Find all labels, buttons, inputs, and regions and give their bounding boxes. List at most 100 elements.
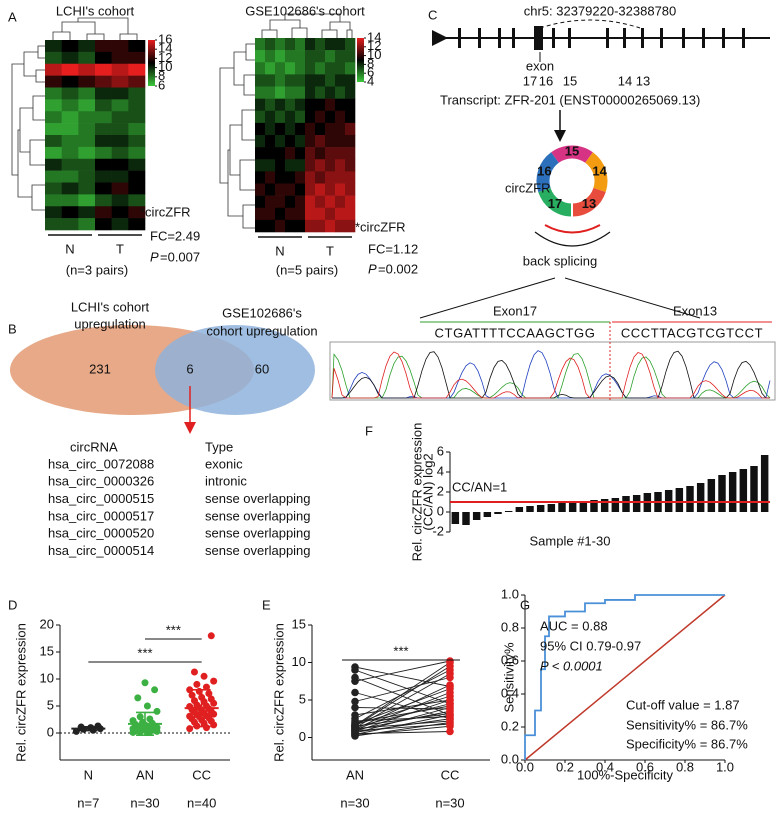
heatmap-cell <box>345 147 356 160</box>
trace-box <box>329 341 776 401</box>
heatmap-cell <box>305 62 316 75</box>
heatmap-cell <box>61 51 79 65</box>
heatmap-cell <box>128 158 146 171</box>
heatmap-cell <box>315 62 326 75</box>
heatmap-cell <box>78 99 96 112</box>
heatmap-cell <box>345 98 356 112</box>
heatmap-cell <box>111 40 129 53</box>
heatmap-cell <box>78 158 96 171</box>
dot <box>186 725 194 733</box>
dot <box>446 727 454 736</box>
heatmap-cell <box>275 171 286 184</box>
dot <box>351 688 359 697</box>
bar <box>472 512 481 520</box>
heatmap-cell <box>95 206 112 219</box>
heatmap-cell <box>315 98 326 112</box>
dot <box>186 712 194 720</box>
heatmap-cell <box>275 110 286 124</box>
heatmap-cell <box>61 182 79 195</box>
table-header: Type <box>205 439 233 454</box>
y-tick-label: 15 <box>292 616 306 631</box>
heatmap-cell <box>61 218 79 231</box>
heatmap-cell <box>295 110 306 124</box>
n-label: n=7 <box>77 795 99 810</box>
heatmap-cell <box>295 135 306 148</box>
heatmap-cell <box>305 171 316 184</box>
heatmap-cell <box>265 74 276 87</box>
error-bar <box>136 711 154 736</box>
heatmap-cell <box>128 194 146 207</box>
heatmap-cell <box>95 182 112 195</box>
heatmap-cell <box>315 135 326 148</box>
heatmap-cell <box>95 158 112 171</box>
heatmap-cell <box>128 111 146 124</box>
heatmap-cell <box>128 206 146 219</box>
heatmap-cell <box>345 195 356 209</box>
dot <box>205 690 213 698</box>
p-label: P <box>150 249 159 264</box>
bar <box>515 507 524 512</box>
heatmap-cell <box>111 182 129 195</box>
heatmap-cell <box>111 135 129 148</box>
exon-label: exon <box>526 58 554 73</box>
heatmap-cell <box>325 50 336 63</box>
y-tick-label: 0.2 <box>501 718 519 733</box>
heatmap-cell <box>315 195 326 209</box>
dot <box>141 679 149 687</box>
colorbar-label: 10 <box>158 59 172 74</box>
heatmap-cell <box>295 74 306 87</box>
heatmap-cell <box>111 123 129 136</box>
heatmap-cell <box>128 123 146 136</box>
heatmap-cell <box>265 171 276 184</box>
dot <box>143 702 151 710</box>
heatmap-cell <box>275 159 286 172</box>
annotation: Specificity% = 86.7% <box>626 736 748 751</box>
dot <box>351 703 359 712</box>
y-tick-label: 0.6 <box>501 652 519 667</box>
heatmap-cell <box>265 50 276 63</box>
pair-line <box>354 699 451 716</box>
heatmap-cell <box>295 183 306 196</box>
heatmap-cell <box>95 146 112 160</box>
heatmap-cell <box>95 170 112 183</box>
bar <box>611 498 620 512</box>
gene-marker: *circZFR <box>355 219 406 234</box>
group-label: T <box>326 243 334 258</box>
heatmap-cell <box>61 99 79 112</box>
heatmap-cell <box>45 123 62 136</box>
heatmap-cell <box>111 218 129 231</box>
heatmap-cell <box>275 86 286 99</box>
heatmap-cell <box>111 194 129 207</box>
y-tick-label: 10 <box>292 654 306 669</box>
heatmap-cell <box>265 219 276 233</box>
x-tick-label: CC <box>192 767 211 782</box>
heatmap-cell <box>255 135 266 148</box>
zoom-lines <box>419 277 701 319</box>
bar <box>590 500 598 512</box>
bar <box>451 512 460 524</box>
heatmap-cell <box>45 218 62 231</box>
x-tick-label: 0.0 <box>516 759 534 774</box>
venn-label: upregulation <box>74 316 146 331</box>
heatmap-cell <box>335 159 346 172</box>
heatmap-cell <box>325 159 336 172</box>
heatmap-cell <box>265 195 276 209</box>
heatmap-cell <box>325 207 336 221</box>
exon-name: Exon13 <box>673 303 717 318</box>
panel-label: D <box>8 597 17 612</box>
heatmap-cell <box>265 135 276 148</box>
heatmap-cell <box>305 74 316 87</box>
heatmap-cell <box>295 50 306 63</box>
heatmap-cell <box>325 62 336 75</box>
dot <box>446 657 454 665</box>
heatmap-cell <box>285 207 296 221</box>
y-tick-label: 5 <box>47 697 54 712</box>
heatmap-cell <box>95 87 112 100</box>
heatmap-cell <box>345 86 356 99</box>
heatmap-cell <box>315 86 326 99</box>
dot <box>446 705 454 713</box>
heatmap-cell <box>45 194 62 207</box>
heatmap-cell <box>128 87 146 100</box>
y-tick-label: 0 <box>47 724 54 739</box>
y-axis-label: Rel. circZFR expression <box>13 623 28 762</box>
